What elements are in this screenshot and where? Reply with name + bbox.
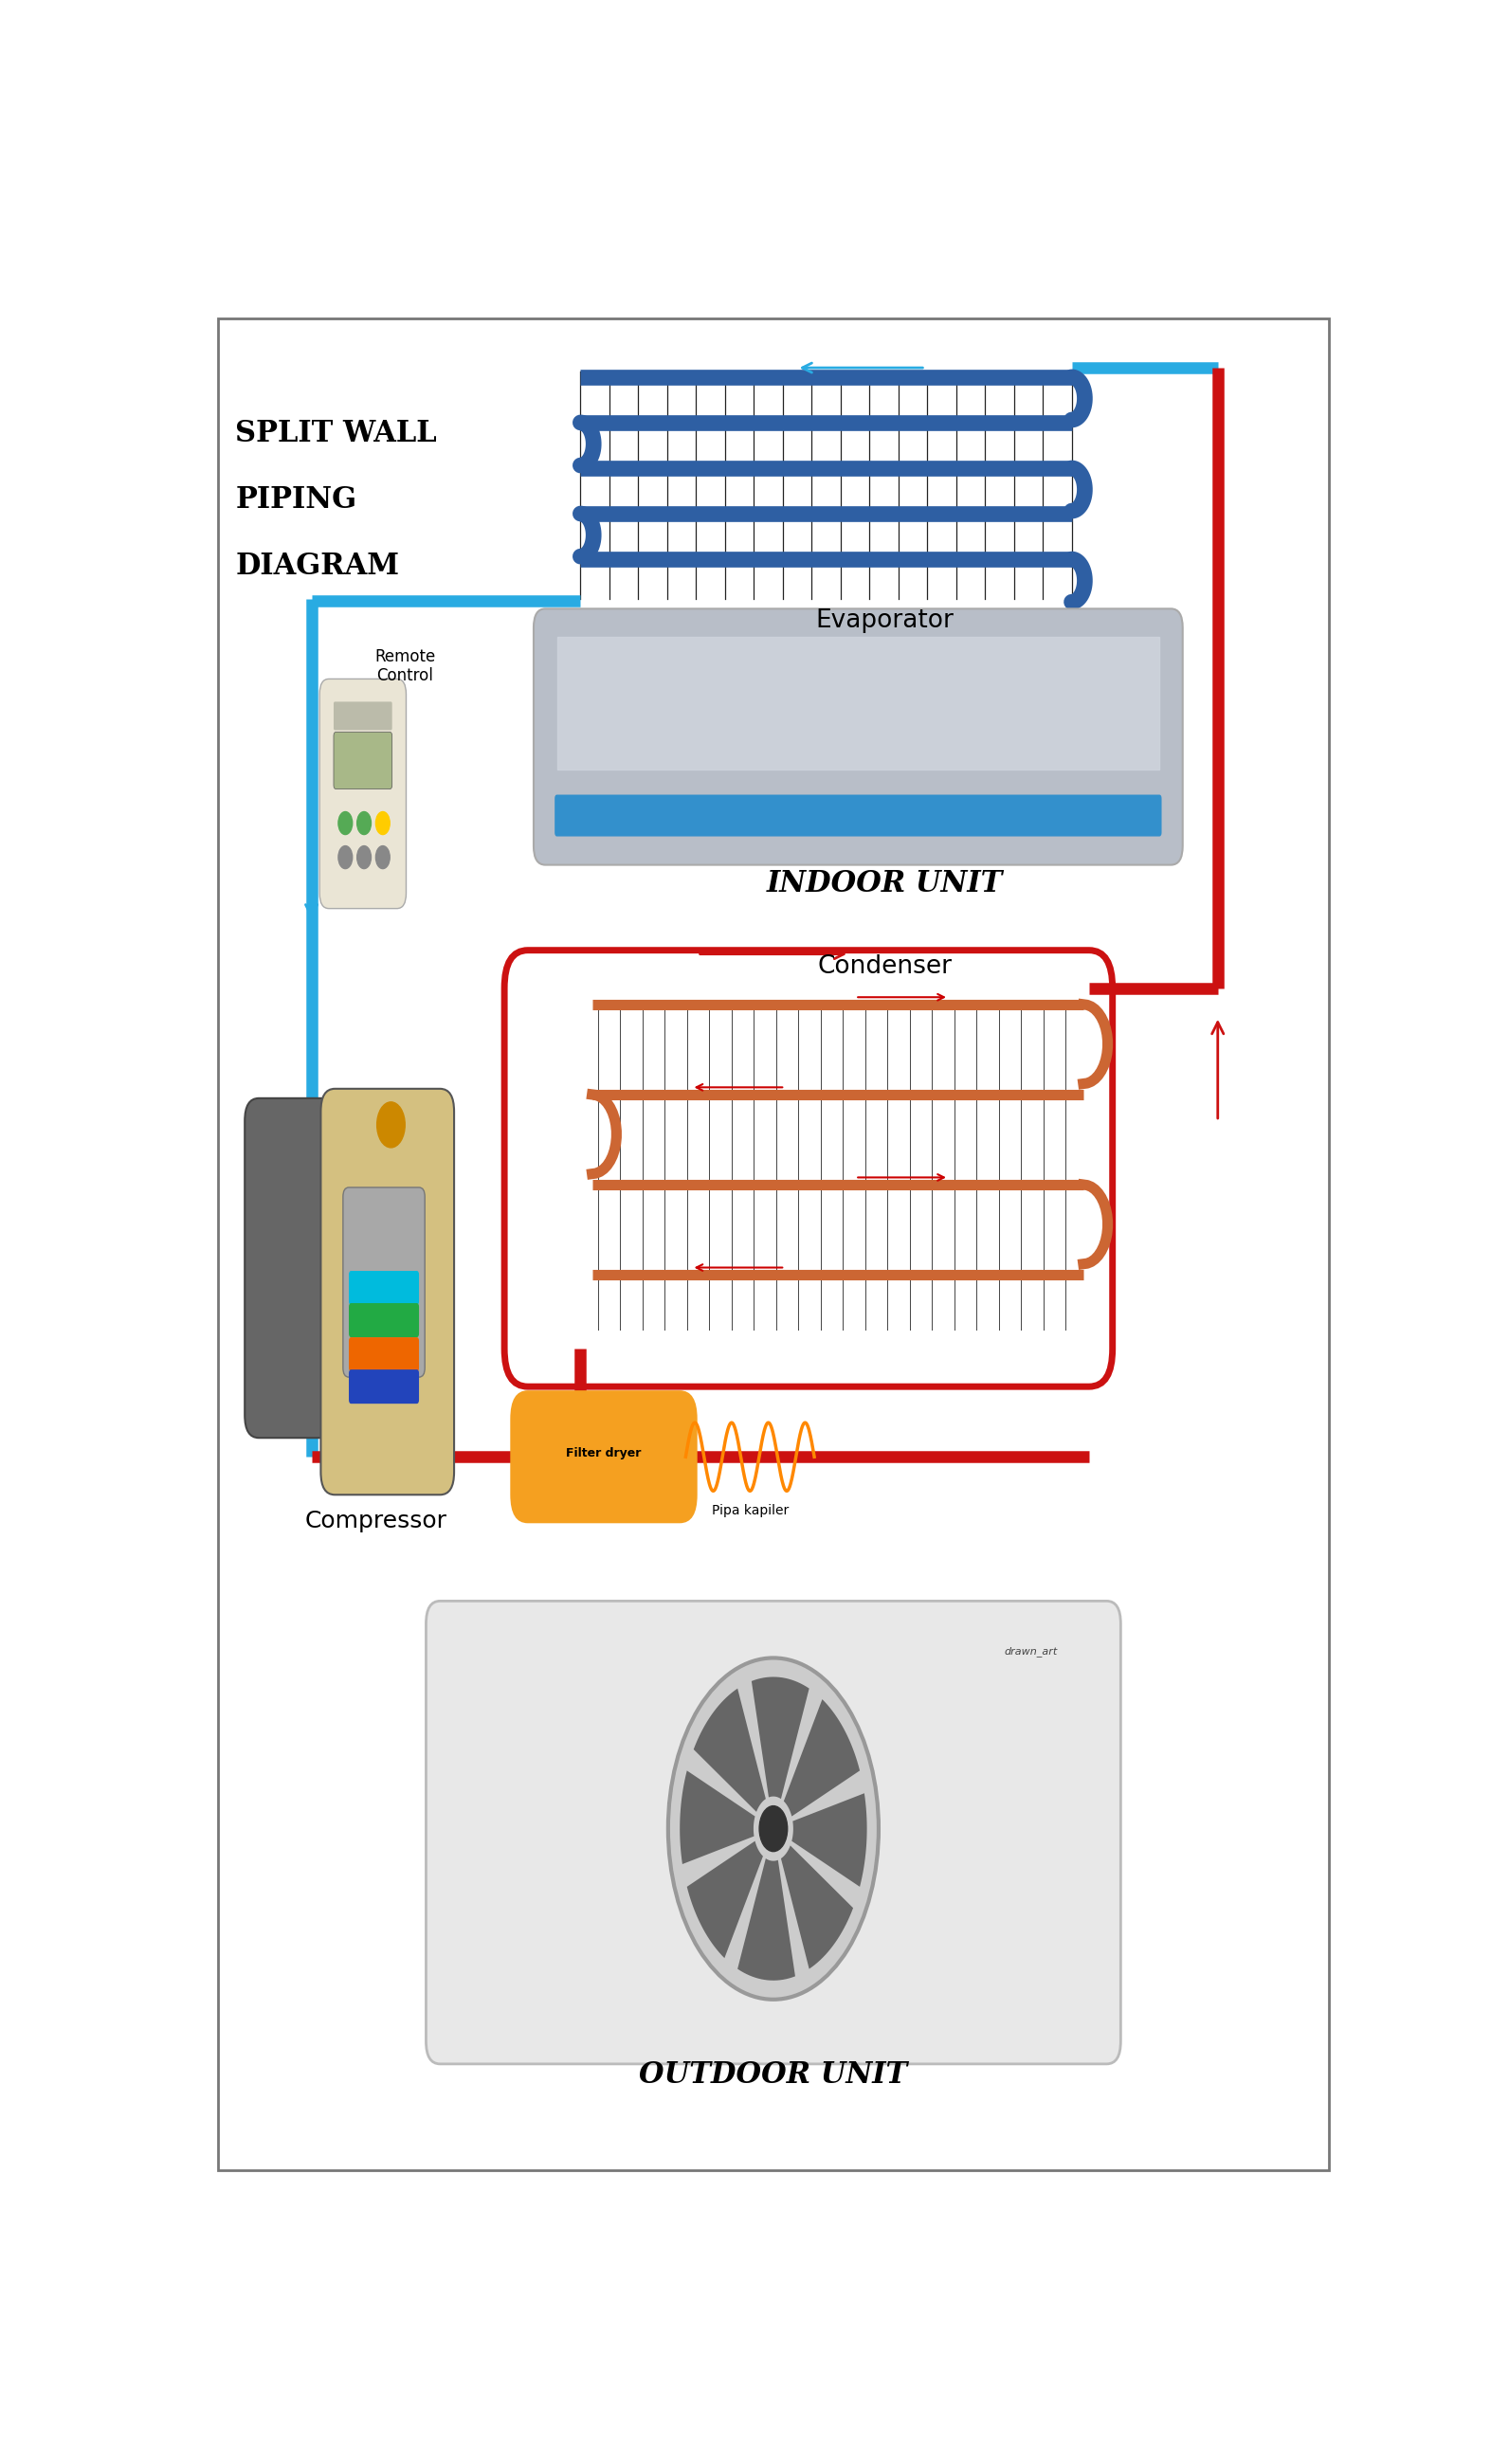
Circle shape [668,1658,878,1998]
FancyBboxPatch shape [534,609,1183,865]
FancyBboxPatch shape [244,1099,343,1439]
Polygon shape [681,1772,754,1865]
FancyBboxPatch shape [217,318,1329,2171]
FancyBboxPatch shape [426,1602,1121,2065]
Circle shape [759,1806,788,1850]
FancyBboxPatch shape [555,796,1162,835]
Text: Evaporator: Evaporator [815,609,954,633]
Text: DIAGRAM: DIAGRAM [235,552,400,582]
Text: SPLIT WALL: SPLIT WALL [235,419,438,448]
Circle shape [358,811,371,835]
FancyBboxPatch shape [333,732,392,788]
FancyBboxPatch shape [349,1370,420,1404]
Circle shape [338,845,353,870]
Polygon shape [783,1700,860,1816]
Polygon shape [694,1688,765,1811]
Text: PIPING: PIPING [235,485,356,515]
Polygon shape [751,1678,809,1799]
Circle shape [338,811,353,835]
Circle shape [376,811,389,835]
Text: Pipa kapiler: Pipa kapiler [711,1503,789,1518]
Circle shape [377,1101,404,1148]
Circle shape [376,845,389,870]
Polygon shape [687,1841,764,1959]
Text: INDOOR UNIT: INDOOR UNIT [767,870,1002,897]
Text: Compressor: Compressor [305,1510,447,1533]
FancyBboxPatch shape [349,1271,420,1306]
Text: OUTDOOR UNIT: OUTDOOR UNIT [640,2060,907,2089]
FancyBboxPatch shape [333,702,392,729]
FancyBboxPatch shape [349,1303,420,1338]
Text: Remote
Control: Remote Control [374,648,436,685]
Circle shape [358,845,371,870]
FancyBboxPatch shape [320,680,406,909]
Text: Filter dryer: Filter dryer [566,1446,641,1459]
Polygon shape [792,1794,866,1887]
Polygon shape [738,1858,795,1981]
Text: Condenser: Condenser [818,954,952,978]
FancyBboxPatch shape [510,1390,697,1523]
FancyBboxPatch shape [349,1338,420,1372]
Text: drawn_art: drawn_art [1003,1646,1058,1656]
Polygon shape [782,1846,853,1969]
FancyBboxPatch shape [321,1089,454,1496]
FancyBboxPatch shape [343,1188,426,1377]
